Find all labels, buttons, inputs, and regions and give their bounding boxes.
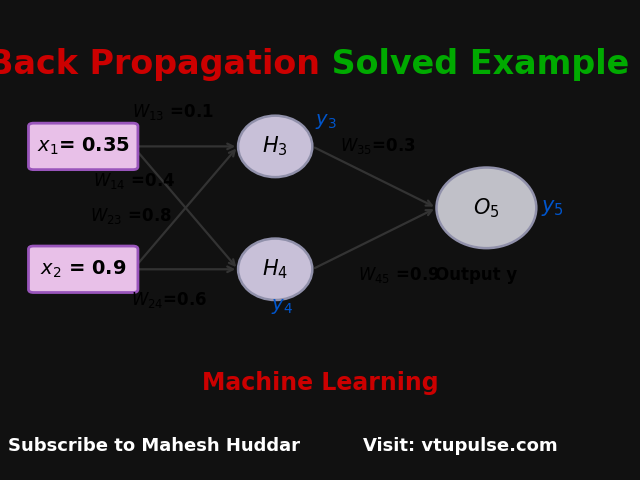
Text: Subscribe to Mahesh Huddar: Subscribe to Mahesh Huddar — [8, 437, 300, 456]
Text: Back Propagation Solved Example - 1: Back Propagation Solved Example - 1 — [0, 48, 640, 82]
Text: Output y: Output y — [435, 266, 518, 284]
Text: $y_4$: $y_4$ — [271, 298, 292, 316]
Text: Solved Example - 1: Solved Example - 1 — [320, 48, 640, 82]
Text: $W_{24}$=0.6: $W_{24}$=0.6 — [131, 290, 208, 310]
Text: $H_4$: $H_4$ — [262, 257, 288, 281]
Ellipse shape — [238, 116, 312, 177]
Text: $x_2$ = 0.9: $x_2$ = 0.9 — [40, 259, 127, 280]
FancyBboxPatch shape — [29, 246, 138, 292]
Text: Back Propagation: Back Propagation — [0, 48, 320, 82]
Text: $O_5$: $O_5$ — [473, 196, 500, 220]
Text: $y_3$: $y_3$ — [315, 112, 337, 131]
Text: $W_{13}$ =0.1: $W_{13}$ =0.1 — [132, 102, 214, 122]
Text: Machine Learning: Machine Learning — [202, 371, 438, 395]
Text: Visit: vtupulse.com: Visit: vtupulse.com — [364, 437, 558, 456]
Ellipse shape — [238, 239, 312, 300]
Text: $x_1$= 0.35: $x_1$= 0.35 — [36, 136, 130, 157]
Text: $y_5$: $y_5$ — [541, 198, 564, 218]
Text: $W_{14}$ =0.4: $W_{14}$ =0.4 — [93, 171, 175, 191]
FancyBboxPatch shape — [29, 123, 138, 169]
Text: $W_{35}$=0.3: $W_{35}$=0.3 — [340, 136, 415, 156]
Ellipse shape — [436, 168, 536, 248]
Text: $W_{23}$ =0.8: $W_{23}$ =0.8 — [90, 205, 172, 226]
Text: $W_{45}$ =0.9: $W_{45}$ =0.9 — [358, 265, 440, 285]
Text: $H_3$: $H_3$ — [262, 134, 288, 158]
